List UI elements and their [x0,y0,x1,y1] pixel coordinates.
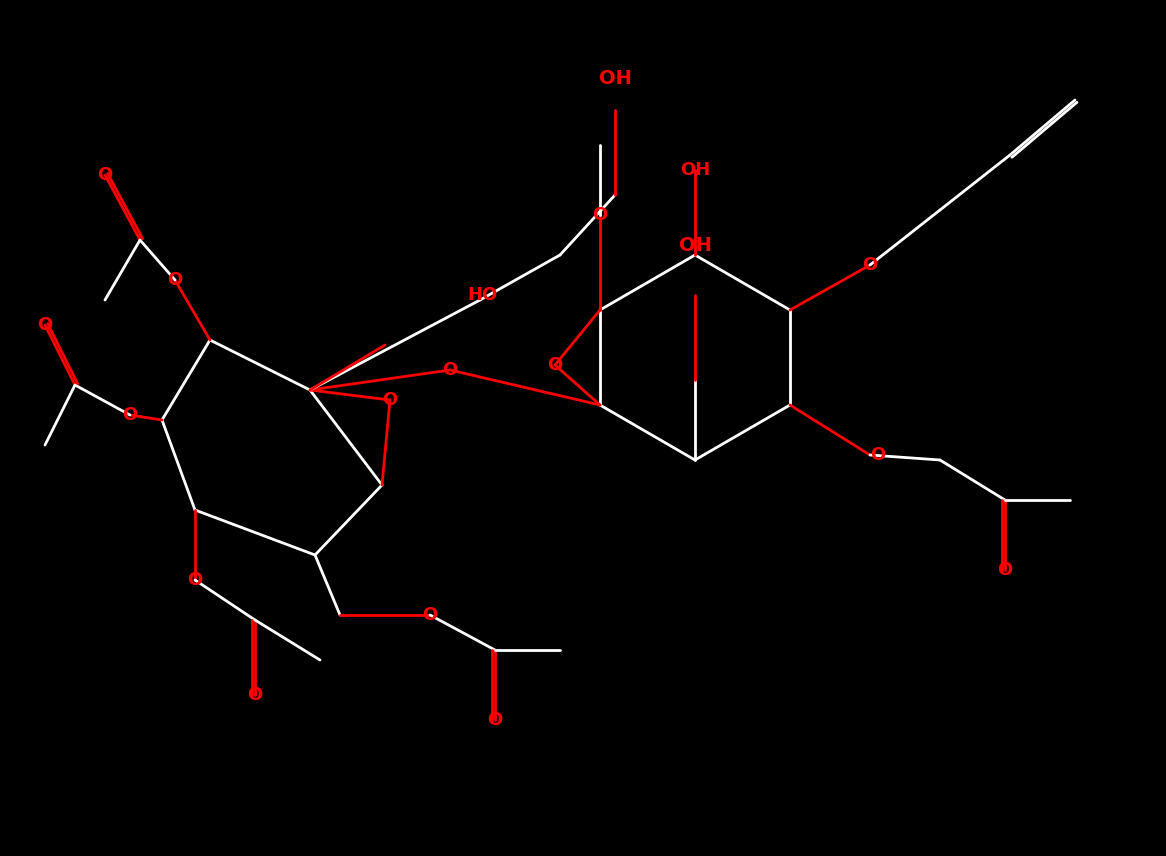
Text: OH: OH [680,161,710,179]
Text: O: O [382,391,398,409]
Text: OH: OH [598,68,632,87]
Text: O: O [997,561,1012,579]
Text: OH: OH [679,235,711,254]
Text: O: O [863,256,878,274]
Text: O: O [122,406,138,424]
Text: O: O [422,606,437,624]
Text: O: O [547,356,563,374]
Text: O: O [168,271,183,289]
Text: HO: HO [468,286,497,304]
Text: O: O [487,711,503,729]
Text: O: O [442,361,457,379]
Text: O: O [247,686,262,704]
Text: O: O [98,166,113,184]
Text: O: O [870,446,885,464]
Text: O: O [592,206,607,224]
Text: O: O [188,571,203,589]
Text: O: O [37,316,52,334]
